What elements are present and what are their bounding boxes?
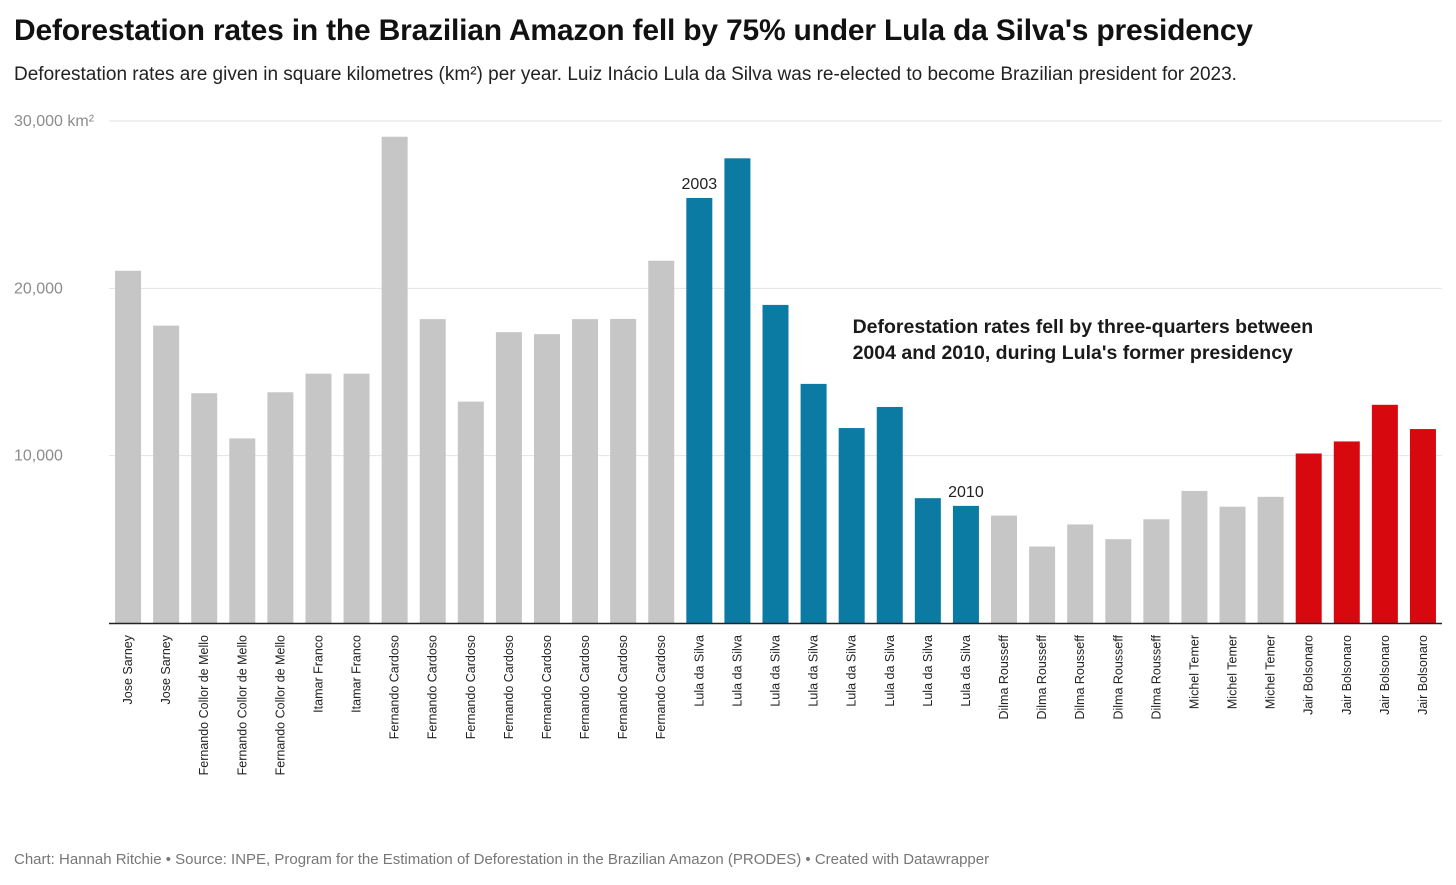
chart-credit: Chart: Hannah Ritchie • Source: INPE, Pr… — [14, 851, 990, 868]
bar — [153, 325, 180, 623]
bar — [952, 505, 979, 623]
bar — [1219, 506, 1246, 623]
bar — [914, 498, 941, 623]
x-tick-label: Fernando Collor de Mello — [197, 635, 211, 775]
bar — [343, 373, 370, 623]
x-tick-label: Dilma Rousseff — [1111, 634, 1125, 719]
annotation-line: Deforestation rates fell by three-quarte… — [853, 316, 1314, 338]
bar — [991, 515, 1018, 623]
x-tick-label: Fernando Cardoso — [578, 635, 592, 739]
x-tick-label: Fernando Cardoso — [540, 635, 554, 739]
bar — [1143, 519, 1170, 623]
y-tick-label: 30,000 km² — [14, 113, 95, 130]
bar — [495, 332, 522, 623]
bar-year-label: 2010 — [948, 484, 984, 501]
x-tick-label: Michel Temer — [1264, 635, 1278, 709]
bar — [876, 406, 903, 623]
x-tick-label: Lula da Silva — [959, 635, 973, 707]
x-tick-label: Fernando Cardoso — [388, 635, 402, 739]
x-tick-label: Fernando Collor de Mello — [235, 635, 249, 775]
bar — [1067, 524, 1094, 623]
x-tick-label: Jose Sarney — [159, 634, 173, 704]
bar — [724, 158, 751, 623]
chart-title: Deforestation rates in the Brazilian Ama… — [14, 14, 1253, 47]
x-tick-label: Fernando Cardoso — [426, 635, 440, 739]
bar — [115, 270, 142, 623]
bar — [1333, 441, 1360, 623]
bar-year-label: 2003 — [682, 176, 718, 193]
x-tick-label: Jose Sarney — [121, 634, 135, 704]
bar — [610, 318, 637, 623]
bar — [457, 401, 484, 623]
bar — [1295, 453, 1322, 623]
bar — [762, 304, 789, 623]
x-tick-label: Lula da Silva — [769, 635, 783, 707]
x-tick-label: Dilma Rousseff — [1073, 634, 1087, 719]
bar — [191, 393, 218, 623]
x-tick-label: Fernando Cardoso — [464, 635, 478, 739]
bar — [1181, 490, 1208, 623]
bar — [686, 197, 713, 623]
x-tick-label: Jair Bolsonaro — [1302, 635, 1316, 715]
x-tick-label: Lula da Silva — [692, 635, 706, 707]
x-tick-label: Lula da Silva — [883, 635, 897, 707]
x-tick-label: Dilma Rousseff — [997, 634, 1011, 719]
bar — [572, 319, 599, 623]
x-tick-label: Jair Bolsonaro — [1378, 635, 1392, 715]
x-tick-label: Lula da Silva — [845, 635, 859, 707]
x-tick-label: Lula da Silva — [807, 635, 821, 707]
bar — [229, 438, 256, 623]
x-tick-label: Itamar Franco — [311, 635, 325, 713]
x-tick-label: Michel Temer — [1226, 635, 1240, 709]
x-tick-label: Itamar Franco — [350, 635, 364, 713]
x-tick-label: Michel Temer — [1187, 635, 1201, 709]
x-tick-label: Lula da Silva — [921, 635, 935, 707]
bar — [267, 392, 294, 623]
bar — [305, 373, 332, 623]
x-tick-label: Fernando Cardoso — [502, 635, 516, 739]
x-tick-label: Dilma Rousseff — [1149, 634, 1163, 719]
annotation-line: 2004 and 2010, during Lula's former pres… — [853, 342, 1293, 364]
bar — [419, 319, 446, 623]
bar — [1257, 496, 1284, 623]
bar — [800, 383, 827, 623]
bar — [1371, 404, 1398, 623]
bar — [648, 260, 675, 623]
bar — [381, 136, 408, 623]
x-tick-label: Fernando Collor de Mello — [273, 635, 287, 775]
x-tick-label: Fernando Cardoso — [616, 635, 630, 739]
x-tick-label: Jair Bolsonaro — [1416, 635, 1430, 715]
bar — [1029, 546, 1056, 623]
x-tick-label: Lula da Silva — [730, 635, 744, 707]
bar — [533, 334, 560, 623]
bar — [838, 428, 865, 623]
x-tick-label: Fernando Cardoso — [654, 635, 668, 739]
y-tick-label: 10,000 — [14, 448, 63, 465]
chart-subtitle: Deforestation rates are given in square … — [14, 64, 1237, 85]
bar — [1105, 539, 1132, 623]
x-tick-label: Dilma Rousseff — [1035, 634, 1049, 719]
bar — [1409, 429, 1436, 623]
x-tick-label: Jair Bolsonaro — [1340, 635, 1354, 715]
y-tick-label: 20,000 — [14, 280, 63, 297]
